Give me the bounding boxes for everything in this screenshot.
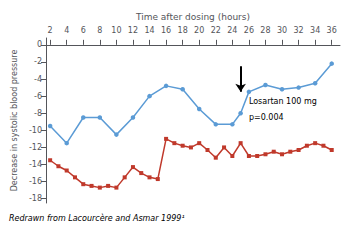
svg-text:28: 28	[260, 26, 270, 35]
svg-text:34: 34	[310, 26, 320, 35]
svg-text:Redrawn from Lacourcère and As: Redrawn from Lacourcère and Asmar 1999¹	[9, 213, 185, 223]
svg-text:-14: -14	[29, 160, 42, 169]
svg-text:Time after dosing (hours): Time after dosing (hours)	[135, 12, 250, 22]
svg-text:12: 12	[128, 26, 138, 35]
svg-text:-10: -10	[29, 126, 42, 135]
svg-text:36: 36	[327, 26, 337, 35]
svg-text:Losartan 100 mg: Losartan 100 mg	[249, 97, 317, 106]
svg-text:6: 6	[81, 26, 86, 35]
svg-text:16: 16	[161, 26, 171, 35]
svg-text:-16: -16	[29, 177, 42, 186]
svg-text:-8: -8	[34, 109, 42, 118]
svg-text:-2: -2	[34, 57, 42, 66]
svg-text:30: 30	[277, 26, 287, 35]
svg-text:10: 10	[111, 26, 121, 35]
svg-text:32: 32	[293, 26, 303, 35]
svg-text:-6: -6	[34, 92, 42, 101]
svg-text:26: 26	[244, 26, 254, 35]
svg-text:0: 0	[37, 40, 42, 49]
svg-text:-4: -4	[34, 75, 42, 84]
svg-text:14: 14	[144, 26, 154, 35]
svg-text:4: 4	[64, 26, 69, 35]
svg-text:-18: -18	[29, 194, 42, 203]
svg-text:Decrease in systolic blood pre: Decrease in systolic blood pressure	[10, 50, 19, 192]
svg-text:8: 8	[97, 26, 102, 35]
svg-text:18: 18	[178, 26, 188, 35]
svg-text:p=0.004: p=0.004	[249, 113, 284, 122]
svg-text:24: 24	[227, 26, 237, 35]
svg-text:20: 20	[194, 26, 204, 35]
svg-text:-12: -12	[29, 143, 42, 152]
svg-text:2: 2	[48, 26, 53, 35]
svg-text:22: 22	[211, 26, 221, 35]
